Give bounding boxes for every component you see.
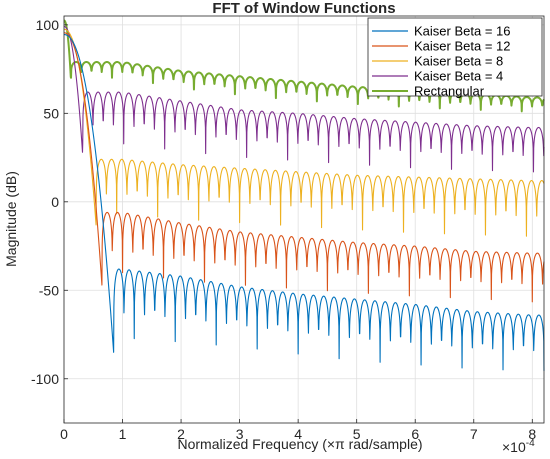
chart-title: FFT of Window Functions xyxy=(212,0,395,17)
series-line xyxy=(63,34,545,371)
legend-label: Kaiser Beta = 4 xyxy=(414,69,503,84)
y-tick-label: -50 xyxy=(39,282,59,298)
x-tick-label: 3 xyxy=(236,426,244,442)
legend-label: Rectangular xyxy=(414,84,485,99)
x-axis-exponent: ×10-4 xyxy=(502,438,535,455)
x-tick-label: 8 xyxy=(528,426,536,442)
legend-label: Kaiser Beta = 12 xyxy=(414,39,510,54)
series-line xyxy=(63,26,545,173)
x-tick-label: 2 xyxy=(177,426,185,442)
x-tick-label: 4 xyxy=(294,426,302,442)
x-tick-label: 7 xyxy=(470,426,478,442)
x-axis-label: Normalized Frequency (×π rad/sample) xyxy=(177,436,422,452)
y-tick-label: -100 xyxy=(31,371,59,387)
x-tick-label: 0 xyxy=(60,426,68,442)
y-tick-label: 50 xyxy=(43,105,59,121)
y-tick-label: 0 xyxy=(51,194,59,210)
x-tick-label: 6 xyxy=(411,426,419,442)
x-tick-label: 5 xyxy=(353,426,361,442)
y-axis-label: Magnitude (dB) xyxy=(3,171,19,267)
legend-label: Kaiser Beta = 16 xyxy=(414,24,510,39)
legend-label: Kaiser Beta = 8 xyxy=(414,54,503,69)
series-line xyxy=(63,28,545,237)
x-tick-label: 1 xyxy=(119,426,127,442)
series-line xyxy=(63,32,545,303)
ticks: 0 1 2 3 4 5 6 7 8 100 50 0 -50 -100 xyxy=(31,17,536,442)
y-tick-label: 100 xyxy=(36,17,60,33)
series-group xyxy=(63,19,545,371)
x-axis-exponent-power: -4 xyxy=(526,438,535,449)
